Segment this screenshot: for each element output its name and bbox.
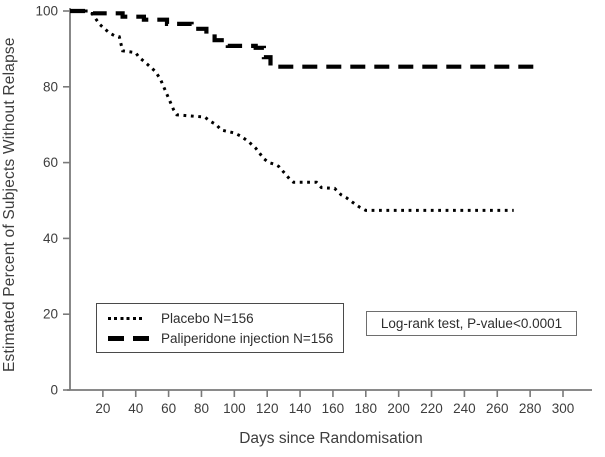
y-tick-label: 80 — [43, 79, 58, 94]
x-tick-label: 160 — [322, 401, 345, 416]
x-tick-label: 200 — [387, 401, 410, 416]
legend-label: Placebo N=156 — [161, 310, 254, 326]
logrank-annotation-text: Log-rank test, P-value<0.0001 — [380, 316, 563, 331]
x-axis-label: Days since Randomisation — [239, 430, 423, 447]
x-tick-label: 220 — [420, 401, 443, 416]
series-placebo — [70, 9, 514, 212]
dotted-line-icon — [108, 316, 145, 320]
y-tick-label: 0 — [50, 383, 58, 398]
x-tick-label: 280 — [519, 401, 542, 416]
x-tick-label: 20 — [95, 401, 110, 416]
x-tick-label: 240 — [453, 401, 476, 416]
legend-item-placebo: Placebo N=156 — [108, 310, 343, 326]
x-tick-label: 100 — [223, 401, 246, 416]
y-tick-label: 20 — [43, 307, 58, 322]
legend: Placebo N=156 Paliperidone injection N=1… — [96, 303, 344, 353]
y-tick-label: 40 — [43, 231, 58, 246]
x-tick-label: 60 — [161, 401, 176, 416]
y-tick-label: 60 — [43, 155, 58, 170]
x-tick-label: 140 — [289, 401, 312, 416]
x-tick-label: 300 — [552, 401, 575, 416]
y-tick-label: 100 — [35, 4, 58, 19]
y-axis-label: Estimated Percent of Subjects Without Re… — [1, 37, 18, 373]
dashed-line-icon — [108, 335, 149, 341]
x-tick-label: 120 — [256, 401, 279, 416]
x-tick-label: 40 — [128, 401, 143, 416]
legend-item-paliperidone: Paliperidone injection N=156 — [108, 330, 343, 346]
x-tick-label: 180 — [355, 401, 378, 416]
x-tick-label: 80 — [194, 401, 209, 416]
logrank-annotation: Log-rank test, P-value<0.0001 — [366, 311, 577, 336]
x-tick-label: 260 — [486, 401, 509, 416]
series-paliperidone — [70, 8, 539, 69]
legend-label: Paliperidone injection N=156 — [161, 330, 334, 346]
